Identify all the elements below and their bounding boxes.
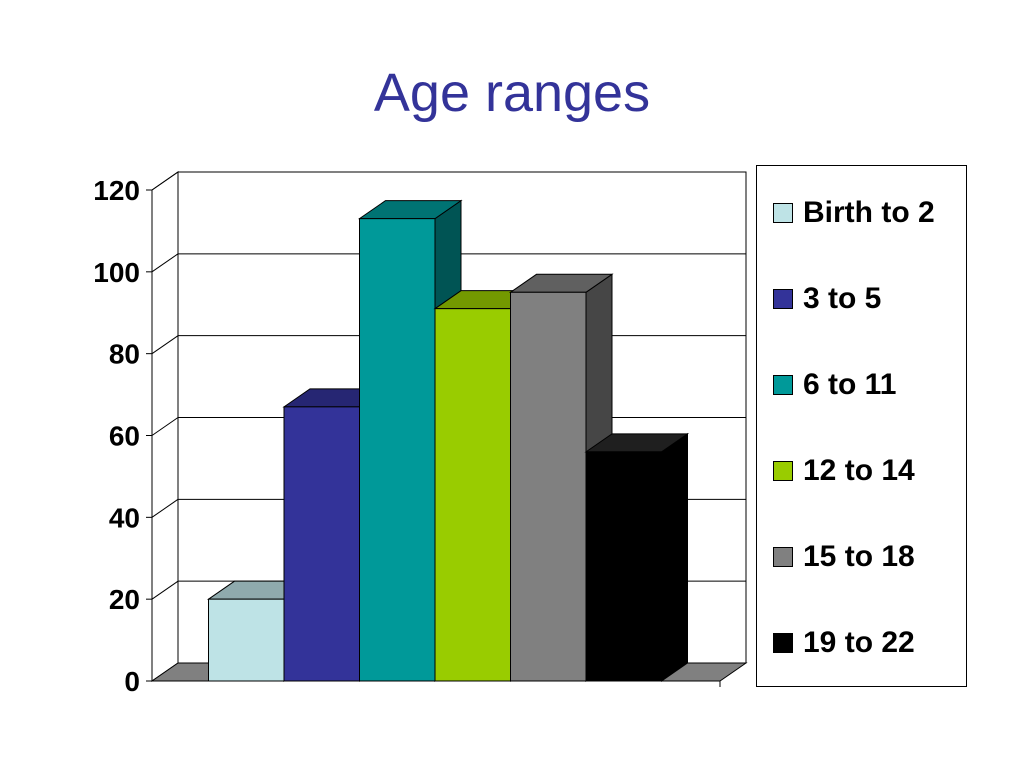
legend-swatch <box>773 375 793 395</box>
legend-item: 6 to 11 <box>773 368 897 401</box>
gridline-side <box>151 253 179 273</box>
y-tick-label: 80 <box>109 339 140 370</box>
legend-swatch <box>773 289 793 309</box>
bar <box>359 218 436 682</box>
legend-label: 19 to 22 <box>803 626 915 659</box>
legend-label: 12 to 14 <box>803 454 915 487</box>
chart-title: Age ranges <box>373 63 651 123</box>
legend-swatch <box>773 547 793 567</box>
chart-legend: Birth to 2 3 to 5 6 to 11 12 to 14 15 to 18 1… <box>756 165 967 687</box>
y-tick-label: 60 <box>109 421 140 452</box>
legend-item: 19 to 22 <box>773 626 915 659</box>
bar <box>434 308 511 682</box>
legend-label: 3 to 5 <box>803 282 882 315</box>
gridline-side <box>151 417 179 436</box>
legend-swatch <box>773 203 793 223</box>
gridline-side <box>151 580 179 600</box>
gridline-side <box>151 498 179 518</box>
y-tick-label: 0 <box>124 666 140 697</box>
bar <box>585 451 662 682</box>
legend-item: Birth to 2 <box>773 196 935 229</box>
bar <box>510 291 587 682</box>
legend-label: 6 to 11 <box>803 368 897 401</box>
bar <box>283 406 360 682</box>
y-tick-label: 100 <box>93 257 140 288</box>
legend-item: 12 to 14 <box>773 454 915 487</box>
legend-label: Birth to 2 <box>803 196 935 229</box>
bar <box>208 598 285 682</box>
legend-label: 15 to 18 <box>803 540 915 573</box>
legend-item: 3 to 5 <box>773 282 882 315</box>
legend-item: 15 to 18 <box>773 540 915 573</box>
y-tick-label: 40 <box>109 502 140 533</box>
y-tick-label: 20 <box>109 584 140 615</box>
legend-swatch <box>773 461 793 481</box>
legend-swatch <box>773 633 793 653</box>
gridline-side <box>151 171 179 191</box>
bar-side <box>661 432 688 682</box>
gridline-side <box>151 335 179 355</box>
y-tick-label: 120 <box>93 175 140 206</box>
